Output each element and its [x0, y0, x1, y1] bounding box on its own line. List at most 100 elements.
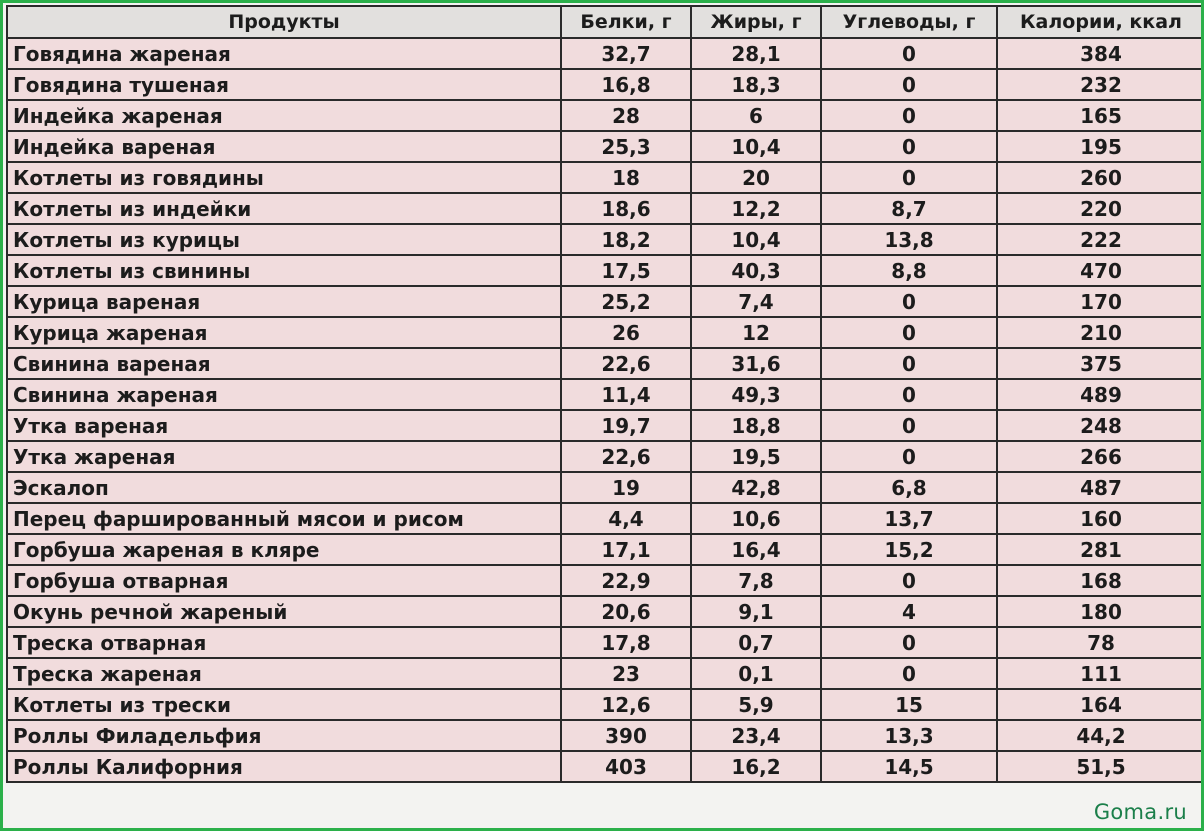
fat-value: 28,1	[690, 37, 822, 70]
calories-value: 260	[996, 161, 1201, 194]
product-name: Курица вареная	[6, 285, 562, 318]
calories-value: 78	[996, 626, 1201, 659]
fat-value: 42,8	[690, 471, 822, 504]
product-name: Говядина тушеная	[6, 68, 562, 101]
carbs-value: 0	[820, 378, 998, 411]
product-name: Индейка жареная	[6, 99, 562, 132]
carbs-value: 14,5	[820, 750, 998, 783]
table-row: Горбуша отварная 22,9 7,8 0 168	[6, 564, 1201, 597]
carbs-value: 15	[820, 688, 998, 721]
product-name: Горбуша отварная	[6, 564, 562, 597]
carbs-value: 0	[820, 440, 998, 473]
protein-value: 19,7	[560, 409, 692, 442]
calories-value: 470	[996, 254, 1201, 287]
product-name: Треска жареная	[6, 657, 562, 690]
protein-value: 25,2	[560, 285, 692, 318]
calories-value: 487	[996, 471, 1201, 504]
fat-value: 16,2	[690, 750, 822, 783]
table-row: Свинина жареная 11,4 49,3 0 489	[6, 378, 1201, 411]
table-row: Индейка вареная 25,3 10,4 0 195	[6, 130, 1201, 163]
carbs-value: 0	[820, 130, 998, 163]
fat-value: 12	[690, 316, 822, 349]
table-row: Эскалоп 19 42,8 6,8 487	[6, 471, 1201, 504]
product-name: Котлеты из индейки	[6, 192, 562, 225]
carbs-value: 0	[820, 626, 998, 659]
product-name: Свинина жареная	[6, 378, 562, 411]
protein-value: 32,7	[560, 37, 692, 70]
carbs-value: 0	[820, 347, 998, 380]
calories-value: 180	[996, 595, 1201, 628]
product-name: Индейка вареная	[6, 130, 562, 163]
table-row: Говядина жареная 32,7 28,1 0 384	[6, 37, 1201, 70]
protein-value: 22,9	[560, 564, 692, 597]
product-name: Курица жареная	[6, 316, 562, 349]
protein-value: 28	[560, 99, 692, 132]
product-name: Говядина жареная	[6, 37, 562, 70]
fat-value: 20	[690, 161, 822, 194]
protein-value: 20,6	[560, 595, 692, 628]
fat-value: 9,1	[690, 595, 822, 628]
carbs-value: 8,8	[820, 254, 998, 287]
header-calories: Калории, ккал	[996, 5, 1201, 39]
protein-value: 390	[560, 719, 692, 752]
calories-value: 195	[996, 130, 1201, 163]
protein-value: 18,6	[560, 192, 692, 225]
table-row: Курица жареная 26 12 0 210	[6, 316, 1201, 349]
protein-value: 18,2	[560, 223, 692, 256]
carbs-value: 4	[820, 595, 998, 628]
table-row: Свинина вареная 22,6 31,6 0 375	[6, 347, 1201, 380]
product-name: Эскалоп	[6, 471, 562, 504]
protein-value: 403	[560, 750, 692, 783]
carbs-value: 0	[820, 37, 998, 70]
product-name: Утка жареная	[6, 440, 562, 473]
protein-value: 4,4	[560, 502, 692, 535]
product-name: Перец фаршированный мясои и рисом	[6, 502, 562, 535]
protein-value: 17,1	[560, 533, 692, 566]
carbs-value: 0	[820, 285, 998, 318]
calories-value: 51,5	[996, 750, 1201, 783]
fat-value: 10,6	[690, 502, 822, 535]
table-row: Индейка жареная 28 6 0 165	[6, 99, 1201, 132]
product-name: Котлеты из говядины	[6, 161, 562, 194]
table-row: Котлеты из свинины 17,5 40,3 8,8 470	[6, 254, 1201, 287]
calories-value: 210	[996, 316, 1201, 349]
carbs-value: 0	[820, 99, 998, 132]
protein-value: 22,6	[560, 440, 692, 473]
header-products: Продукты	[6, 5, 562, 39]
calories-value: 170	[996, 285, 1201, 318]
product-name: Котлеты из курицы	[6, 223, 562, 256]
carbs-value: 0	[820, 657, 998, 690]
table-row: Роллы Калифорния 403 16,2 14,5 51,5	[6, 750, 1201, 783]
table-row: Треска отварная 17,8 0,7 0 78	[6, 626, 1201, 659]
protein-value: 17,8	[560, 626, 692, 659]
table-row: Котлеты из говядины 18 20 0 260	[6, 161, 1201, 194]
table-row: Говядина тушеная 16,8 18,3 0 232	[6, 68, 1201, 101]
table-row: Горбуша жареная в кляре 17,1 16,4 15,2 281	[6, 533, 1201, 566]
product-name: Окунь речной жареный	[6, 595, 562, 628]
header-carbs: Углеводы, г	[820, 5, 998, 39]
calories-value: 160	[996, 502, 1201, 535]
header-row: Продукты Белки, г Жиры, г Углеводы, г Ка…	[6, 5, 1201, 39]
table-row: Котлеты из трески 12,6 5,9 15 164	[6, 688, 1201, 721]
product-name: Утка вареная	[6, 409, 562, 442]
calories-value: 44,2	[996, 719, 1201, 752]
calories-value: 489	[996, 378, 1201, 411]
carbs-value: 0	[820, 316, 998, 349]
calories-value: 232	[996, 68, 1201, 101]
fat-value: 6	[690, 99, 822, 132]
fat-value: 0,7	[690, 626, 822, 659]
fat-value: 40,3	[690, 254, 822, 287]
fat-value: 18,3	[690, 68, 822, 101]
calories-value: 220	[996, 192, 1201, 225]
protein-value: 19	[560, 471, 692, 504]
nutrition-table: Продукты Белки, г Жиры, г Углеводы, г Ка…	[6, 5, 1201, 783]
fat-value: 10,4	[690, 130, 822, 163]
header-fat: Жиры, г	[690, 5, 822, 39]
table-row: Котлеты из индейки 18,6 12,2 8,7 220	[6, 192, 1201, 225]
calories-value: 168	[996, 564, 1201, 597]
carbs-value: 0	[820, 409, 998, 442]
calories-value: 111	[996, 657, 1201, 690]
carbs-value: 0	[820, 564, 998, 597]
protein-value: 17,5	[560, 254, 692, 287]
